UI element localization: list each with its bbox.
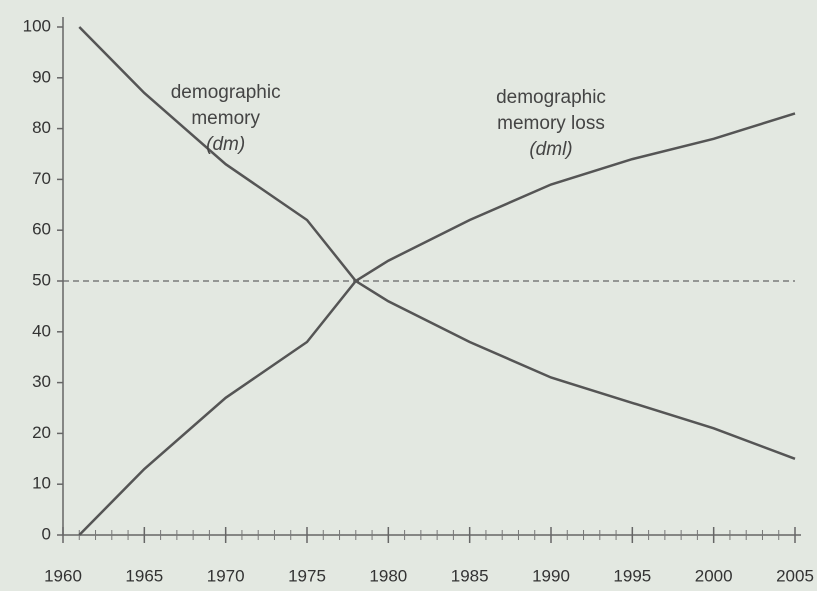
y-tick-label: 20 xyxy=(32,423,51,442)
annotation: demographic xyxy=(171,82,281,103)
y-tick-label: 100 xyxy=(23,16,51,35)
y-tick-label: 40 xyxy=(32,321,51,340)
x-tick-label: 1990 xyxy=(532,566,570,585)
x-tick-label: 1985 xyxy=(451,566,489,585)
y-tick-label: 0 xyxy=(42,524,51,543)
y-tick-label: 90 xyxy=(32,67,51,86)
x-tick-label: 2000 xyxy=(695,566,733,585)
y-tick-label: 60 xyxy=(32,220,51,239)
y-tick-label: 70 xyxy=(32,169,51,188)
y-tick-label: 30 xyxy=(32,372,51,391)
annotation: (dml) xyxy=(529,139,572,160)
x-tick-label: 1975 xyxy=(288,566,326,585)
data-line xyxy=(78,112,796,536)
x-tick-label: 1970 xyxy=(207,566,245,585)
y-tick-label: 10 xyxy=(32,474,51,493)
annotation: memory xyxy=(191,108,260,129)
x-tick-label: 1960 xyxy=(44,566,82,585)
x-tick-label: 2005 xyxy=(776,566,814,585)
annotation: demographic xyxy=(496,87,606,108)
y-tick-label: 80 xyxy=(32,118,51,137)
data-line xyxy=(78,26,796,460)
x-tick-label: 1995 xyxy=(613,566,651,585)
x-tick-label: 1965 xyxy=(125,566,163,585)
annotation: memory loss xyxy=(497,113,605,134)
x-tick-label: 1980 xyxy=(369,566,407,585)
annotation: (dm) xyxy=(206,134,245,155)
y-tick-label: 50 xyxy=(32,270,51,289)
